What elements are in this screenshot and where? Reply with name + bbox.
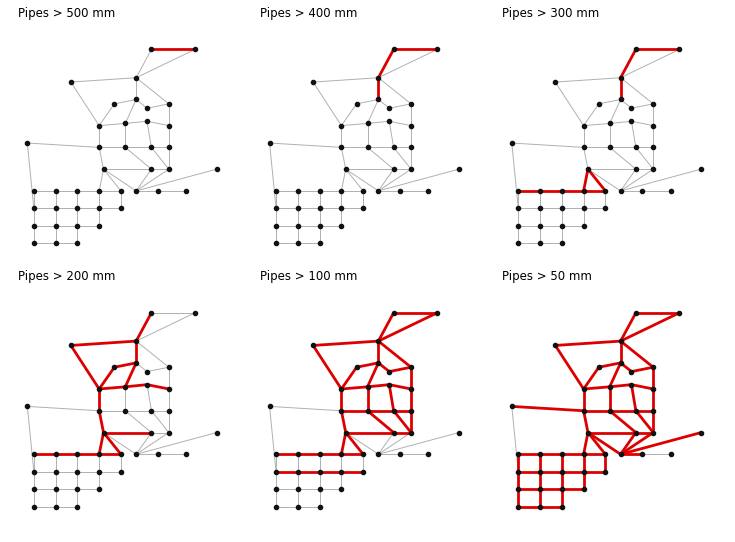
- Text: Pipes > 50 mm: Pipes > 50 mm: [502, 270, 592, 283]
- Text: Pipes > 500 mm: Pipes > 500 mm: [18, 7, 115, 20]
- Text: Pipes > 200 mm: Pipes > 200 mm: [18, 270, 115, 283]
- Text: Pipes > 300 mm: Pipes > 300 mm: [502, 7, 599, 20]
- Text: Pipes > 400 mm: Pipes > 400 mm: [259, 7, 357, 20]
- Text: Pipes > 100 mm: Pipes > 100 mm: [259, 270, 357, 283]
